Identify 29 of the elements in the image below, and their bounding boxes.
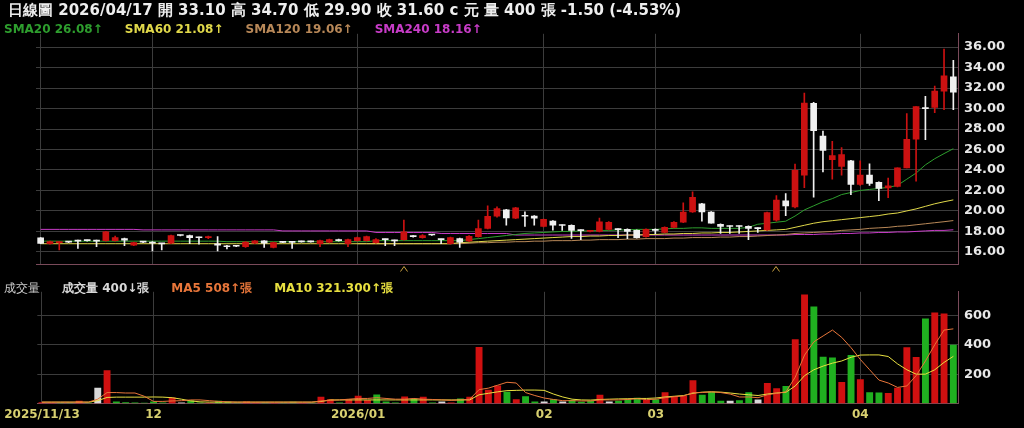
chart-title: 日線圖 2026/04/17 開 33.10 高 34.70 低 29.90 收 31.60 c 元 量 400 張 -1.50 (-4.53%): [8, 1, 682, 20]
y-tick-label: 28.00: [964, 120, 1006, 136]
y-tick-label: 22.00: [964, 181, 1006, 197]
x-tick-label: 02: [535, 406, 553, 421]
y-tick-label: 20.00: [964, 202, 1006, 218]
y-tick-label: 24.00: [964, 161, 1006, 177]
text: SMA20 26.08↑: [4, 22, 103, 36]
x-tick-label: 04: [852, 406, 869, 421]
y-tick-label: 16.00: [964, 243, 1006, 259]
chart-title: 成交量: [4, 280, 40, 297]
x-tick-label: 12: [145, 406, 162, 421]
y-tick-label: 30.00: [964, 99, 1006, 115]
y-tick-label: 200: [964, 365, 992, 381]
y-tick-label: 400: [964, 336, 992, 352]
y-tick-label: 32.00: [964, 79, 1006, 95]
y-tick-label: 26.00: [964, 140, 1006, 156]
text: SMA120 19.06↑: [245, 22, 353, 36]
text: SMA60 21.08↑: [124, 22, 224, 36]
text: 成交量 400↓張: [62, 280, 150, 297]
x-tick-label: 2025/11/13: [4, 406, 80, 421]
text: MA10 321.300↑張: [274, 280, 393, 297]
y-tick-label: 18.00: [964, 222, 1006, 238]
x-tick-label: 2026/01: [330, 406, 386, 421]
y-tick-label: 36.00: [964, 38, 1006, 54]
x-tick-label: 03: [647, 406, 665, 421]
text: SMA240 18.16↑: [374, 22, 482, 36]
y-tick-label: 34.00: [964, 58, 1006, 74]
y-tick-label: 600: [964, 306, 992, 322]
text: MA5 508↑張: [171, 280, 253, 297]
